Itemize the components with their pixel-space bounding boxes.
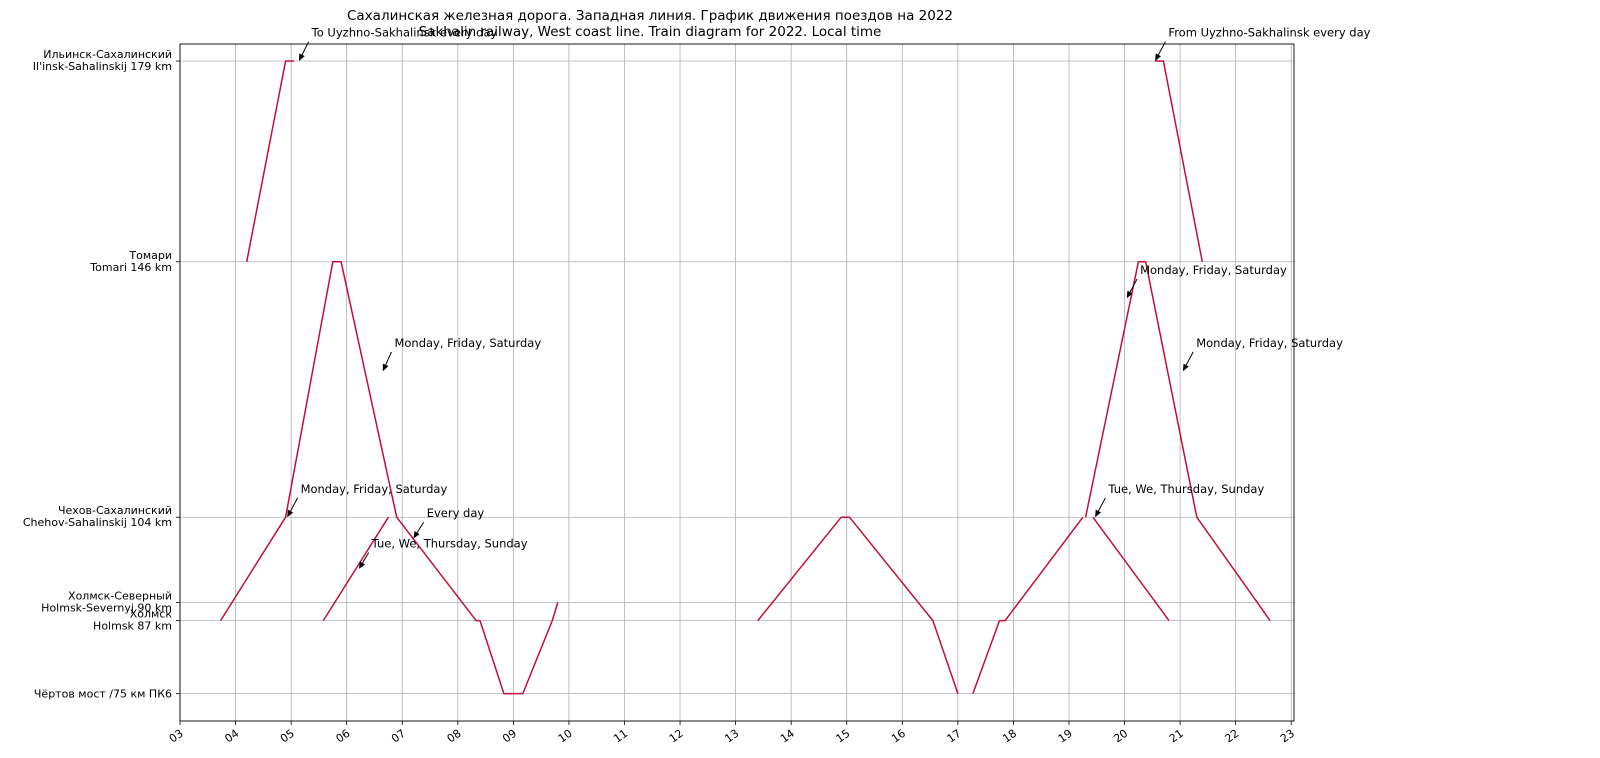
station-label-en: Holmsk 87 km bbox=[93, 620, 172, 633]
station-label-en: Il'insk-Sahalinskij 179 km bbox=[33, 60, 172, 73]
annotation-layer: To Uyzhno-Sakhalinsk every day Monday, Fr… bbox=[287, 26, 1371, 569]
train-path-line bbox=[757, 516, 959, 694]
train-path-line bbox=[322, 516, 390, 621]
annotation-arrow bbox=[1157, 41, 1166, 56]
x-tick-label: 12 bbox=[667, 727, 686, 746]
series-layer bbox=[219, 60, 1271, 695]
annotation-arrowhead bbox=[382, 363, 389, 372]
x-tick-label: 04 bbox=[222, 727, 241, 746]
annotation-label: Monday, Friday, Saturday bbox=[1140, 263, 1287, 277]
x-tick-label: 18 bbox=[1000, 727, 1019, 746]
train-path-line bbox=[1092, 516, 1170, 622]
x-tick-label: 17 bbox=[945, 727, 964, 746]
x-tick-label: 16 bbox=[889, 727, 908, 746]
train-path-line bbox=[245, 60, 294, 262]
annotation-label: Tue, We, Thursday, Sunday bbox=[1107, 482, 1264, 496]
annotation-label: Monday, Friday, Saturday bbox=[394, 336, 541, 350]
annotation-arrowhead bbox=[413, 531, 420, 539]
plot-frame bbox=[179, 43, 1295, 722]
x-tick-label: 22 bbox=[1222, 727, 1241, 746]
x-tick-label: 10 bbox=[556, 727, 575, 746]
annotation-arrow bbox=[416, 521, 425, 533]
x-tick-label: 05 bbox=[278, 727, 297, 746]
x-tick-label: 08 bbox=[445, 727, 464, 746]
x-tick-label: 11 bbox=[611, 727, 630, 746]
annotation-label: Monday, Friday, Saturday bbox=[301, 482, 448, 496]
annotation-label: To Uyzhno-Sakhalinsk every day bbox=[311, 26, 498, 40]
x-tick-label: 23 bbox=[1278, 727, 1297, 746]
x-tick-label: 21 bbox=[1167, 727, 1186, 746]
x-tick-label: 13 bbox=[722, 727, 741, 746]
annotation-label: From Uyzhno-Sakhalinsk every day bbox=[1168, 26, 1370, 40]
station-label-ru: Ильинск-Сахалинский bbox=[43, 48, 172, 61]
annotation-arrow bbox=[301, 41, 310, 56]
station-label-ru: Холмск-Северный bbox=[68, 589, 172, 602]
annotation-arrowhead bbox=[358, 561, 366, 569]
axes-frame bbox=[179, 43, 1295, 722]
train-path-line bbox=[972, 516, 1084, 694]
chart-title: Сахалинская железная дорога. Западная ли… bbox=[346, 8, 954, 24]
x-tick-label: 19 bbox=[1056, 727, 1075, 746]
annotation-arrow bbox=[290, 497, 299, 512]
x-tick-label: 03 bbox=[167, 727, 186, 746]
x-tick-label: 06 bbox=[333, 727, 352, 746]
station-label-en: Chehov-Sahalinskij 104 km bbox=[23, 516, 172, 529]
station-label-ru: Холмск bbox=[130, 608, 173, 621]
annotation-arrowhead bbox=[298, 53, 305, 61]
annotation-label: Every day bbox=[427, 506, 485, 520]
chart-subtitle: Sakhalin railway, West coast line. Train… bbox=[418, 24, 882, 40]
annotation-arrowhead bbox=[287, 509, 294, 518]
station-label-en: Tomari 146 km bbox=[89, 261, 172, 274]
x-tick-label: 20 bbox=[1111, 727, 1130, 746]
x-tick-label: 15 bbox=[834, 727, 853, 746]
annotation-arrow bbox=[1185, 351, 1194, 366]
train-path-line bbox=[219, 261, 559, 695]
annotation-arrow bbox=[362, 552, 370, 564]
station-label-ru: Чёртов мост /75 км ПК6 bbox=[34, 688, 172, 701]
tick-layer: 03 04 05 06 07 08 09 10 11 12 13 14 15 16 17 18 19 20 21 22… bbox=[23, 48, 1297, 745]
train-path-line bbox=[1155, 60, 1204, 262]
annotation-arrowhead bbox=[1155, 53, 1161, 61]
annotation-arrow bbox=[1097, 497, 1106, 512]
station-label-en: Holmsk-Severnyj 90 km bbox=[41, 601, 172, 614]
annotation-label: Tue, We, Thursday, Sunday bbox=[371, 537, 528, 551]
annotation-arrowhead bbox=[1182, 363, 1189, 372]
annotation-arrowhead bbox=[1095, 509, 1101, 518]
x-tick-label: 14 bbox=[778, 727, 797, 746]
annotation-label: Monday, Friday, Saturday bbox=[1196, 336, 1343, 350]
x-tick-label: 09 bbox=[500, 727, 519, 746]
station-label-ru: Томари bbox=[128, 249, 172, 262]
annotation-arrow bbox=[385, 351, 392, 366]
annotation-arrowhead bbox=[1126, 290, 1133, 299]
x-tick-label: 07 bbox=[389, 727, 408, 746]
train-path-line bbox=[1084, 261, 1271, 622]
annotation-arrow bbox=[1129, 278, 1138, 293]
station-label-ru: Чехов-Сахалинский bbox=[58, 504, 172, 517]
grid-layer bbox=[179, 44, 1294, 721]
